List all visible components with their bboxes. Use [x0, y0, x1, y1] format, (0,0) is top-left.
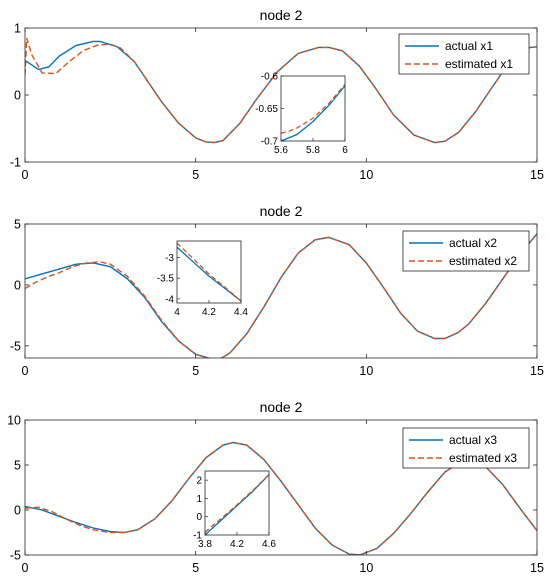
inset-series-line-actual: [281, 85, 345, 141]
series-group: [25, 37, 537, 144]
legend: actual x2 estimated x2: [402, 230, 530, 272]
x-tick-label: 15: [530, 168, 544, 182]
inset-x-tick-label: 5.6: [274, 145, 288, 156]
legend-box: [398, 33, 530, 75]
x-tick-label: 5: [192, 168, 199, 182]
x-tick-label: 5: [192, 364, 199, 378]
inset-series-group: [177, 242, 241, 302]
inset-series-line-estimated: [205, 474, 269, 533]
legend-box: [402, 230, 530, 272]
legend-entry-estimated: estimated x2: [449, 254, 517, 268]
inset-y-tick-label: 1: [196, 494, 202, 505]
chart-title: node 2: [260, 399, 303, 415]
legend-entry-actual: actual x3: [449, 433, 497, 447]
y-tick-label: 5: [14, 459, 21, 473]
inset-series-line-estimated: [177, 242, 241, 302]
legend-entry-estimated: estimated x3: [449, 451, 517, 465]
y-tick-label: 1: [14, 22, 21, 36]
inset-area: [205, 471, 269, 535]
inset-x-tick-label: 4.2: [230, 539, 244, 550]
x-tick-label: 10: [359, 561, 373, 575]
inset-zoom: 3.8 4.2 4.6 2 1 0 -1: [193, 470, 276, 550]
legend-entry-actual: actual x1: [445, 39, 493, 53]
inset-x-tick-label: 3.8: [198, 539, 212, 550]
inset-y-tick-label: -0.65: [255, 104, 278, 115]
inset-y-tick-label: -4: [165, 294, 174, 305]
x-tick-label: 0: [22, 561, 29, 575]
chart-title: node 2: [260, 7, 303, 23]
inset-x-tick-label: 4: [174, 307, 180, 318]
y-tick-label: 0: [14, 504, 21, 518]
y-tick-label: 5: [14, 218, 21, 232]
axes-box: [24, 223, 538, 359]
chart-title: node 2: [260, 203, 303, 219]
legend-box: [402, 427, 530, 469]
legend: actual x1 estimated x1: [398, 33, 530, 75]
inset-y-tick-label: -0.6: [261, 72, 279, 83]
y-tick-label: -5: [10, 339, 21, 353]
inset-y-tick-label: -0.7: [261, 137, 279, 148]
inset-y-tick-label: 0: [196, 512, 202, 523]
inset-series-line-actual: [205, 474, 269, 535]
inset-series-group: [281, 84, 345, 141]
inset-x-tick-label: 5.8: [306, 145, 320, 156]
inset-y-tick-label: -3: [165, 253, 174, 264]
legend: actual x3 estimated x3: [402, 427, 530, 469]
y-tick-label: 10: [7, 414, 21, 428]
inset-x-tick-label: 4.6: [262, 539, 276, 550]
y-tick-label: -5: [10, 549, 21, 563]
x-tick-label: 0: [22, 168, 29, 182]
inset-x-tick-label: 4.2: [202, 307, 216, 318]
inset-x-tick-label: 4.4: [234, 307, 248, 318]
inset-y-tick-label: 2: [196, 476, 202, 487]
y-tick-label: -1: [10, 156, 21, 170]
inset-series-line-estimated: [281, 84, 345, 134]
axes-box: [24, 419, 538, 556]
x-tick-label: 5: [192, 561, 199, 575]
inset-y-tick-label: -1: [193, 531, 202, 542]
series-line-estimated: [25, 233, 537, 358]
series-group: [25, 233, 537, 358]
x-tick-label: 10: [359, 364, 373, 378]
inset-y-tick-label: -3.5: [157, 274, 175, 285]
series-line-estimated: [25, 37, 537, 144]
x-tick-label: 15: [530, 561, 544, 575]
y-tick-label: 0: [14, 89, 21, 103]
legend-entry-actual: actual x2: [449, 236, 497, 250]
x-tick-label: 15: [530, 364, 544, 378]
inset-x-tick-label: 6: [342, 145, 348, 156]
inset-zoom: 4 4.2 4.4 -3 -3.5 -4: [157, 240, 248, 318]
inset-series-group: [205, 474, 269, 535]
x-tick-label: 10: [359, 168, 373, 182]
legend-entry-estimated: estimated x1: [445, 57, 513, 71]
x-tick-label: 0: [22, 364, 29, 378]
y-tick-label: 0: [14, 278, 21, 292]
inset-zoom: 5.6 5.8 6 -0.6 -0.65 -0.7: [255, 72, 348, 157]
